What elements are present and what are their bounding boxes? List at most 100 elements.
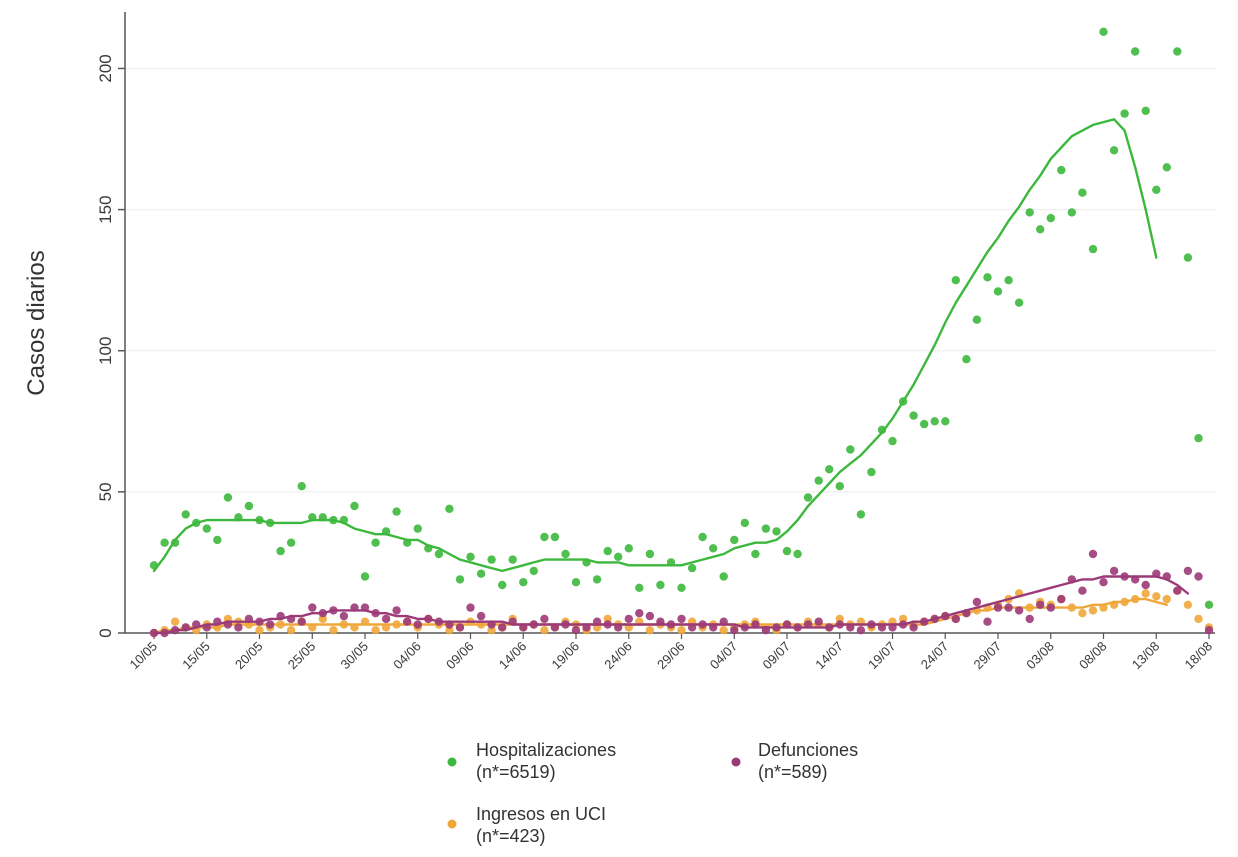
data-point-defunciones	[234, 623, 243, 632]
data-point-defunciones	[1088, 549, 1098, 559]
data-point-ingresos-en-uci	[1078, 609, 1087, 618]
legend-count-ingresos-uci: (n*=423)	[476, 826, 546, 846]
data-point-hospitalizaciones	[276, 546, 285, 556]
data-point-hospitalizaciones	[951, 276, 960, 285]
data-point-defunciones	[1036, 600, 1045, 609]
x-tick-label: 25/05	[285, 639, 319, 673]
data-point-defunciones	[308, 603, 317, 612]
data-point-defunciones	[540, 614, 549, 624]
data-point-hospitalizaciones	[751, 549, 760, 559]
data-point-hospitalizaciones	[1204, 600, 1214, 609]
data-point-defunciones	[1078, 586, 1087, 595]
data-point-hospitalizaciones	[772, 527, 781, 536]
data-point-hospitalizaciones	[782, 546, 792, 556]
data-point-hospitalizaciones	[1162, 163, 1172, 172]
data-point-hospitalizaciones	[508, 555, 517, 564]
data-point-hospitalizaciones	[540, 532, 549, 542]
data-point-hospitalizaciones	[656, 580, 665, 590]
legend: Hospitalizaciones (n*=6519) Defunciones …	[447, 740, 858, 846]
x-tick-label: 09/06	[443, 639, 477, 673]
data-point-hospitalizaciones	[1152, 185, 1161, 194]
data-point-hospitalizaciones	[941, 417, 950, 426]
data-point-ingresos-en-uci	[255, 626, 264, 635]
legend-label-hospitalizaciones: Hospitalizaciones	[476, 740, 616, 760]
data-point-hospitalizaciones	[698, 532, 707, 542]
x-tick-label: 09/07	[760, 639, 794, 673]
x-tick-label: 29/06	[654, 639, 688, 673]
legend-item-hospitalizaciones: Hospitalizaciones (n*=6519)	[447, 740, 616, 782]
x-tick-label: 03/08	[1023, 639, 1057, 673]
data-point-hospitalizaciones	[455, 575, 465, 584]
data-point-defunciones	[1014, 606, 1024, 615]
data-point-hospitalizaciones	[614, 552, 623, 561]
series-hospitalizaciones	[149, 27, 1214, 609]
data-point-hospitalizaciones	[1183, 253, 1193, 262]
data-point-hospitalizaciones	[1131, 47, 1140, 56]
data-point-hospitalizaciones	[466, 552, 475, 561]
data-point-ingresos-en-uci	[1088, 606, 1098, 615]
y-tick-label: 100	[96, 337, 115, 365]
data-point-hospitalizaciones	[1004, 276, 1013, 285]
data-point-hospitalizaciones	[930, 417, 939, 426]
data-point-hospitalizaciones	[962, 355, 971, 364]
data-point-hospitalizaciones	[730, 535, 739, 545]
grid-lines	[125, 67, 1215, 493]
data-point-ingresos-en-uci	[371, 626, 380, 635]
data-point-hospitalizaciones	[445, 504, 454, 513]
data-point-defunciones	[455, 623, 465, 632]
data-point-hospitalizaciones	[983, 273, 992, 282]
data-point-hospitalizaciones	[645, 549, 655, 559]
data-point-defunciones	[730, 626, 739, 635]
y-ticks: 0 50 100 150 200	[96, 54, 125, 638]
y-tick-label: 50	[96, 482, 115, 501]
data-point-hospitalizaciones	[1088, 244, 1098, 254]
data-point-hospitalizaciones	[1099, 27, 1108, 36]
data-point-defunciones	[1025, 614, 1034, 624]
data-point-defunciones	[951, 614, 960, 624]
data-point-hospitalizaciones	[1173, 47, 1182, 56]
legend-label-defunciones: Defunciones	[758, 740, 858, 760]
data-point-hospitalizaciones	[993, 287, 1003, 296]
y-tick-label: 0	[96, 628, 115, 637]
data-point-hospitalizaciones	[571, 578, 581, 587]
data-point-hospitalizaciones	[856, 510, 866, 519]
data-point-hospitalizaciones	[624, 544, 633, 553]
data-point-defunciones	[297, 617, 306, 626]
data-point-hospitalizaciones	[1109, 146, 1119, 155]
data-point-hospitalizaciones	[529, 566, 538, 576]
y-tick-label: 200	[96, 54, 115, 82]
legend-label-ingresos-uci: Ingresos en UCI	[476, 804, 606, 824]
data-point-hospitalizaciones	[1120, 109, 1129, 118]
data-point-ingresos-en-uci	[1162, 594, 1172, 604]
data-point-ingresos-en-uci	[645, 626, 655, 635]
data-point-hospitalizaciones	[561, 549, 570, 559]
data-point-ingresos-en-uci	[540, 626, 549, 635]
x-ticks: 10/05 15/05 20/05 25/05 30/05 04/06 09/06 14/06…	[127, 633, 1215, 673]
data-point-ingresos-en-uci	[1183, 600, 1193, 609]
data-point-hospitalizaciones	[1194, 434, 1203, 443]
data-point-defunciones	[993, 603, 1003, 612]
x-tick-label: 04/07	[707, 639, 741, 673]
legend-marker-defunciones	[731, 757, 741, 767]
x-tick-label: 24/06	[601, 639, 635, 673]
data-point-hospitalizaciones	[592, 575, 602, 584]
data-point-hospitalizaciones	[360, 572, 370, 581]
axes	[124, 12, 1215, 634]
data-point-defunciones	[265, 620, 275, 629]
data-point-hospitalizaciones	[1057, 165, 1066, 175]
data-point-hospitalizaciones	[392, 507, 401, 516]
data-point-defunciones	[381, 614, 391, 624]
data-point-hospitalizaciones	[719, 572, 728, 581]
data-point-hospitalizaciones	[487, 555, 496, 564]
data-point-ingresos-en-uci	[170, 617, 180, 626]
data-point-defunciones	[1204, 626, 1214, 635]
data-point-hospitalizaciones	[1141, 106, 1150, 116]
x-tick-label: 29/07	[971, 639, 1005, 673]
data-point-hospitalizaciones	[603, 546, 612, 556]
data-point-hospitalizaciones	[920, 419, 929, 429]
data-point-hospitalizaciones	[550, 532, 560, 542]
data-point-defunciones	[1109, 566, 1119, 576]
data-point-defunciones	[498, 623, 507, 632]
data-point-hospitalizaciones	[223, 493, 233, 502]
